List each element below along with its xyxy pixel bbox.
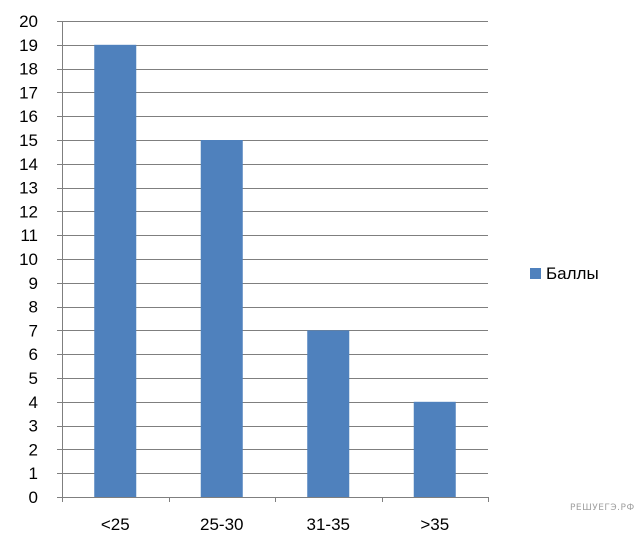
- y-tick-label: 15: [19, 131, 38, 150]
- bar: [413, 401, 456, 497]
- y-tick-label: 3: [29, 417, 38, 436]
- legend: Баллы: [530, 264, 599, 283]
- y-tick-label: 11: [20, 226, 38, 245]
- y-tick-label: 4: [29, 393, 38, 412]
- y-tick-label: 19: [19, 36, 38, 55]
- y-tick-label: 5: [29, 369, 38, 388]
- y-tick-label: 0: [29, 488, 38, 507]
- y-tick-label: 8: [29, 298, 38, 317]
- bars: [94, 44, 456, 498]
- y-tick-label: 1: [29, 464, 38, 483]
- y-tick-label: 14: [19, 155, 38, 174]
- y-tick-label: 12: [19, 202, 38, 221]
- x-axis-tick-labels: <25 25-30 31-35 >35: [101, 515, 449, 534]
- x-tick-label: 25-30: [200, 515, 243, 534]
- y-tick-label: 16: [19, 107, 38, 126]
- legend-label: Баллы: [546, 264, 599, 283]
- bar: [200, 140, 243, 497]
- axes: [62, 21, 489, 502]
- bar: [307, 330, 350, 497]
- y-tick-label: 6: [29, 345, 38, 364]
- watermark: РЕШУЕГЭ.РФ: [570, 503, 635, 513]
- y-tick-label: 2: [29, 440, 38, 459]
- x-tick-label: <25: [101, 515, 130, 534]
- y-tick-label: 10: [19, 250, 38, 269]
- y-tick-label: 7: [29, 321, 38, 340]
- y-tick-label: 13: [19, 179, 38, 198]
- y-tick-label: 18: [19, 60, 38, 79]
- y-tick-label: 20: [19, 12, 38, 31]
- legend-swatch: [530, 268, 541, 279]
- x-tick-label: 31-35: [307, 515, 350, 534]
- x-tick-label: >35: [420, 515, 449, 534]
- bar: [94, 44, 137, 498]
- y-tick-label: 17: [19, 83, 38, 102]
- y-tick-label: 9: [29, 274, 38, 293]
